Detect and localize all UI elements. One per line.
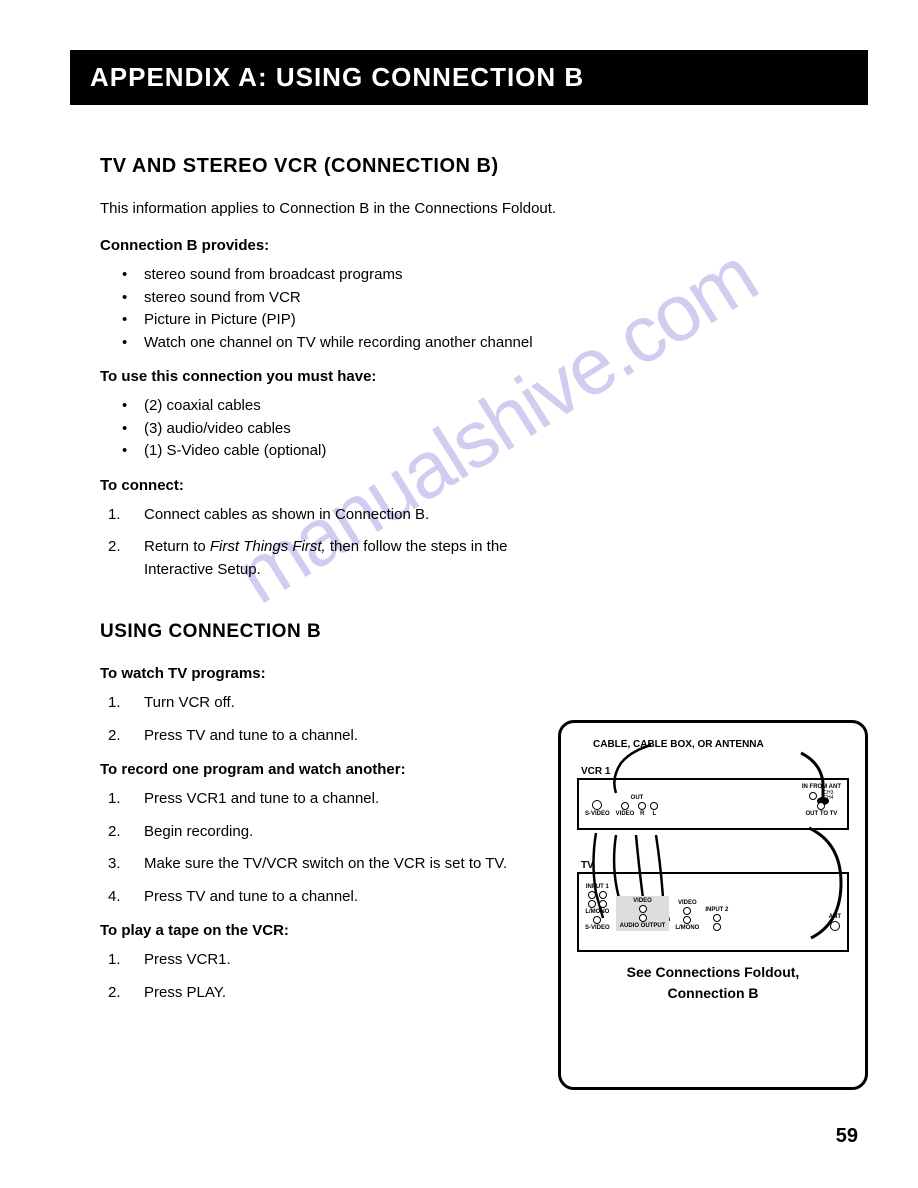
tv-label: TV [581,860,594,871]
page-number: 59 [836,1125,858,1148]
list-item: Begin recording. [100,821,580,844]
list-item: stereo sound from broadcast programs [100,264,848,287]
port-label: AUDIO OUTPUT [620,923,666,929]
port-label: S-VIDEO [585,811,610,817]
port-label: OUT TO TV [806,811,838,817]
list-item: stereo sound from VCR [100,287,848,310]
section-title-connection-b: TV AND STEREO VCR (CONNECTION B) [100,155,848,178]
port-label: R [640,811,644,817]
list-item: (1) S-Video cable (optional) [100,440,848,463]
diagram-caption: See Connections Foldout, Connection B [573,962,853,1004]
provides-heading: Connection B provides: [100,237,848,254]
step-text-italic: First Things First, [210,538,326,555]
port-label: IN FROM ANT [802,784,841,790]
list-item: Make sure the TV/VCR switch on the VCR i… [100,853,580,876]
port-label: S-VIDEO [585,925,610,931]
port-label: L [653,811,657,817]
list-item: Turn VCR off. [100,692,580,715]
must-have-list: (2) coaxial cables (3) audio/video cable… [100,395,848,463]
vcr-box: VCR 1 S-VIDEO OUT VIDEO R L IN FROM ANT … [577,778,849,830]
appendix-banner: APPENDIX A: USING CONNECTION B [70,50,868,105]
caption-line: See Connections Foldout, [627,964,800,980]
step-text: Return to [144,538,210,555]
section-title-using: USING CONNECTION B [100,621,848,643]
port-label: ANT [829,914,841,920]
must-have-heading: To use this connection you must have: [100,368,848,385]
port-label: INPUT 1 [586,884,609,890]
list-item: (2) coaxial cables [100,395,848,418]
port-label: L/MONO [675,925,699,931]
port-label: VIDEO [678,900,697,906]
list-item: Press TV and tune to a channel. [100,725,580,748]
to-connect-heading: To connect: [100,477,848,494]
watch-heading: To watch TV programs: [100,665,848,682]
to-connect-steps: Connect cables as shown in Connection B.… [100,504,848,582]
caption-line: Connection B [668,985,759,1001]
intro-paragraph: This information applies to Connection B… [100,198,580,219]
list-item: Watch one channel on TV while recording … [100,332,848,355]
list-item: Press TV and tune to a channel. [100,886,580,909]
diagram-top-label: CABLE, CABLE BOX, OR ANTENNA [593,739,853,750]
tv-box: TV INPUT 1 L/MONO S-VIDEO VIDEO AUDIO OU… [577,872,849,952]
port-label: OUT [631,795,644,801]
list-item: Connect cables as shown in Connection B. [100,504,580,527]
list-item: (3) audio/video cables [100,418,848,441]
port-label: INPUT 2 [705,907,728,913]
provides-list: stereo sound from broadcast programs ste… [100,264,848,354]
port-label: VIDEO [633,898,652,904]
vcr-label: VCR 1 [581,766,610,777]
port-label: CH4 [823,795,833,801]
list-item: Press VCR1 and tune to a channel. [100,788,580,811]
list-item: Press PLAY. [100,982,580,1005]
list-item: Press VCR1. [100,949,580,972]
connection-diagram: CABLE, CABLE BOX, OR ANTENNA VCR 1 S-VID… [558,720,868,1090]
port-label: L/MONO [585,909,609,915]
list-item: Picture in Picture (PIP) [100,309,848,332]
list-item: Return to First Things First, then follo… [100,536,580,581]
port-label: VIDEO [616,811,635,817]
